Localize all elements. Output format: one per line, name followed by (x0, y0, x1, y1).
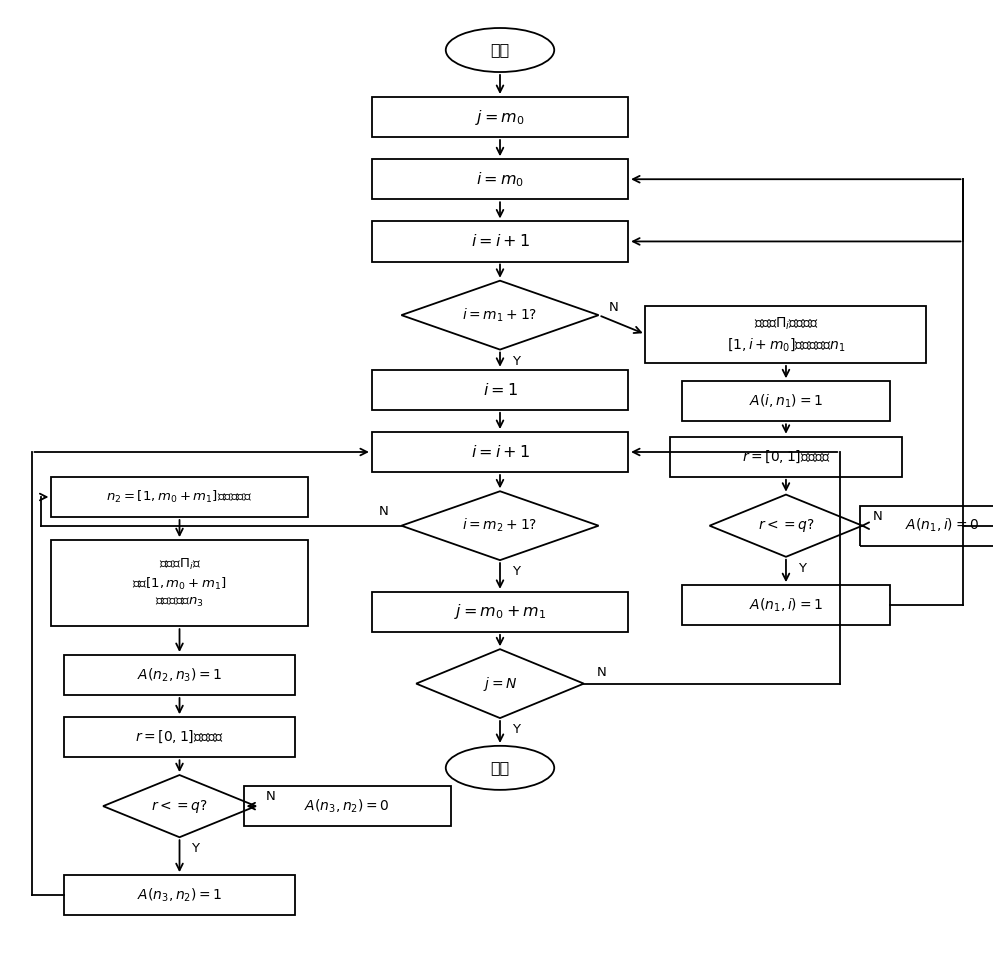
Text: N: N (609, 301, 618, 314)
Text: 开始: 开始 (490, 43, 510, 57)
Text: $i=1$: $i=1$ (483, 382, 517, 398)
Bar (372, 591, 628, 632)
Bar (64, 718, 295, 757)
Bar (860, 506, 1000, 546)
Text: $i=m_2+1?$: $i=m_2+1?$ (462, 517, 538, 534)
Text: $A(i, n_1)=1$: $A(i, n_1)=1$ (749, 392, 823, 410)
Text: Y: Y (512, 723, 520, 736)
Text: $i=i+1$: $i=i+1$ (471, 444, 529, 460)
Text: $i=m_0$: $i=m_0$ (476, 170, 524, 188)
Text: $A(n_1, i)=0$: $A(n_1, i)=0$ (905, 517, 979, 534)
Text: $r=[0, 1]$的随机数: $r=[0, 1]$的随机数 (742, 449, 830, 465)
Text: $i=i+1$: $i=i+1$ (471, 233, 529, 250)
Bar (372, 159, 628, 199)
Bar (244, 787, 451, 826)
Bar (372, 432, 628, 472)
Text: N: N (597, 666, 606, 679)
Bar (372, 97, 628, 137)
Text: N: N (379, 505, 389, 518)
Text: 结束: 结束 (490, 760, 510, 776)
Bar (372, 370, 628, 410)
Text: $j=N$: $j=N$ (483, 675, 517, 692)
Text: 以概率$Π_i$随机选取
$[1, i+m_0]$的一个整数$n_1$: 以概率$Π_i$随机选取 $[1, i+m_0]$的一个整数$n_1$ (727, 316, 845, 352)
Bar (51, 540, 308, 626)
Text: N: N (266, 790, 276, 803)
Text: N: N (872, 510, 882, 522)
Bar (51, 477, 308, 518)
Bar (645, 306, 926, 363)
Bar (682, 382, 890, 421)
Text: $A(n_3, n_2)=1$: $A(n_3, n_2)=1$ (137, 887, 222, 904)
Bar (64, 875, 295, 916)
Bar (372, 221, 628, 261)
Text: $A(n_1, i)=1$: $A(n_1, i)=1$ (749, 596, 823, 614)
Bar (64, 654, 295, 695)
Text: $r<=q?$: $r<=q?$ (151, 797, 208, 815)
Text: $A(n_3, n_2)=0$: $A(n_3, n_2)=0$ (304, 797, 390, 815)
Text: Y: Y (512, 565, 520, 578)
Bar (670, 437, 902, 477)
Text: Y: Y (798, 562, 806, 575)
Text: $i=m_1+1?$: $i=m_1+1?$ (462, 307, 538, 324)
Text: Y: Y (191, 842, 199, 855)
Text: $n_2=[1, m_0+m_1]$的随机整数: $n_2=[1, m_0+m_1]$的随机整数 (106, 489, 253, 505)
Bar (682, 586, 890, 625)
Text: $r=[0, 1]$的随机数: $r=[0, 1]$的随机数 (135, 729, 224, 746)
Text: $A(n_2, n_3)=1$: $A(n_2, n_3)=1$ (137, 666, 222, 684)
Text: 以概率$Π_i$随
机选$[1, m_0+m_1]$
的一个整数$n_3$: 以概率$Π_i$随 机选$[1, m_0+m_1]$ 的一个整数$n_3$ (132, 557, 227, 609)
Text: $j=m_0+m_1$: $j=m_0+m_1$ (454, 602, 546, 621)
Text: Y: Y (512, 354, 520, 368)
Text: $j=m_0$: $j=m_0$ (475, 108, 525, 126)
Text: $r<=q?$: $r<=q?$ (758, 518, 814, 534)
